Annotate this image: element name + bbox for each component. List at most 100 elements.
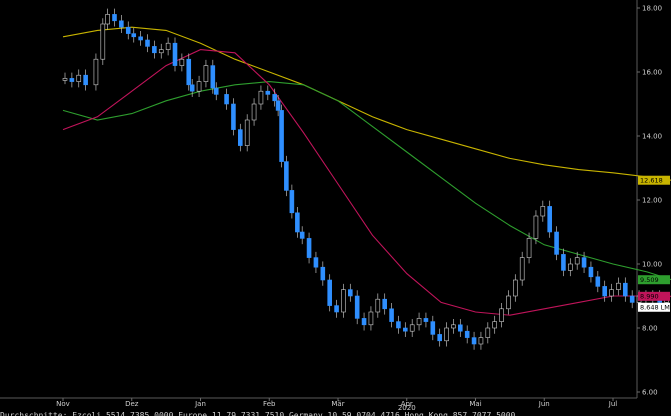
- price-candle: [244, 119, 250, 146]
- y-tick-label: 14.00: [642, 133, 662, 141]
- price-candle: [251, 103, 257, 121]
- price-candle: [152, 46, 157, 54]
- price-candle: [284, 161, 289, 191]
- price-candle: [272, 94, 277, 102]
- price-candle: [158, 49, 164, 54]
- price-candle: [430, 321, 436, 335]
- price-candle: [444, 327, 449, 342]
- price-candle: [547, 206, 552, 233]
- x-tick-label: Apr: [401, 400, 413, 408]
- price-candle: [231, 103, 236, 130]
- price-candle: [451, 324, 456, 329]
- price-candle: [119, 20, 124, 28]
- price-candle: [492, 321, 497, 329]
- value-badge: [638, 302, 670, 312]
- price-candle: [506, 295, 511, 310]
- price-candle: [609, 289, 614, 297]
- value-badge: [638, 275, 670, 285]
- price-candle: [306, 238, 312, 258]
- price-candle: [313, 257, 319, 268]
- price-candle: [76, 74, 82, 82]
- price-candle: [602, 286, 607, 297]
- price-candle: [196, 81, 202, 92]
- price-candle: [540, 206, 546, 217]
- price-candle: [320, 266, 326, 281]
- y-tick-label: 8.00: [642, 325, 658, 333]
- price-candle: [165, 42, 171, 50]
- x-tick-label: Feb: [263, 400, 276, 408]
- x-tick-label: Dez: [125, 400, 139, 408]
- value-badge-label: 9.509: [640, 276, 659, 284]
- price-candle: [471, 337, 477, 345]
- price-candle: [526, 238, 532, 258]
- x-tick-label: Jul: [608, 400, 618, 408]
- price-candle: [464, 330, 470, 338]
- moving-average-line: [62, 49, 671, 316]
- moving-average-line: [62, 26, 671, 181]
- price-candle: [62, 78, 68, 81]
- price-candle: [289, 190, 295, 214]
- price-candle: [238, 129, 243, 146]
- price-candle: [533, 215, 539, 239]
- price-candle: [100, 23, 106, 60]
- price-candle: [327, 279, 332, 306]
- price-candle: [423, 318, 429, 322]
- price-candle: [616, 282, 621, 290]
- price-candle: [361, 318, 367, 326]
- price-candle: [354, 295, 360, 319]
- price-candle: [179, 58, 185, 66]
- price-candle: [131, 33, 137, 38]
- price-candle: [213, 87, 219, 95]
- price-candle: [172, 42, 178, 66]
- price-candle: [478, 337, 484, 345]
- price-candle: [485, 327, 491, 338]
- x-tick-label: Mär: [331, 400, 344, 408]
- price-candle: [112, 14, 117, 22]
- year-label: 2020: [398, 404, 416, 412]
- price-candle: [83, 74, 88, 86]
- x-tick-label: Jan: [194, 400, 206, 408]
- price-candle: [375, 298, 381, 313]
- price-candle: [382, 298, 387, 310]
- moving-average-line: [62, 81, 671, 281]
- price-candle: [499, 308, 504, 322]
- value-badge-label: 12.618: [640, 177, 663, 185]
- price-candle: [258, 90, 264, 105]
- x-tick-label: Jun: [538, 400, 550, 408]
- y-tick-label: 16.00: [642, 69, 662, 77]
- value-badge-label: 8.648 LMA: [640, 304, 671, 312]
- price-candle: [574, 257, 580, 265]
- price-candle: [409, 324, 415, 332]
- price-candle: [93, 58, 99, 86]
- price-candle: [568, 263, 573, 271]
- price-candle: [629, 295, 635, 303]
- price-candle: [348, 289, 353, 297]
- price-candle: [69, 78, 75, 82]
- price-candle: [396, 321, 401, 329]
- price-candle: [279, 110, 284, 162]
- price-candle: [299, 231, 305, 239]
- price-candle: [458, 324, 463, 332]
- price-candle: [189, 84, 195, 92]
- price-candle: [145, 39, 150, 47]
- price-candle: [389, 308, 394, 322]
- price-candle: [125, 26, 131, 34]
- x-tick-label: Mai: [469, 400, 481, 408]
- value-badge-label: 8.990: [640, 293, 659, 301]
- price-candle: [203, 65, 209, 82]
- y-tick-label: 12.00: [642, 197, 662, 205]
- price-candle: [623, 282, 628, 297]
- value-badge: [638, 291, 670, 301]
- y-tick-label: 6.00: [642, 389, 658, 397]
- price-candle: [295, 212, 300, 233]
- price-candle: [210, 65, 216, 89]
- price-candle: [437, 334, 442, 342]
- value-badge: [638, 175, 670, 185]
- x-tick-label: Nov: [56, 400, 70, 408]
- price-candle: [554, 231, 559, 255]
- y-tick-label: 18.00: [642, 5, 662, 13]
- price-candle: [588, 266, 594, 278]
- price-candle: [561, 254, 566, 271]
- price-candle: [275, 100, 281, 111]
